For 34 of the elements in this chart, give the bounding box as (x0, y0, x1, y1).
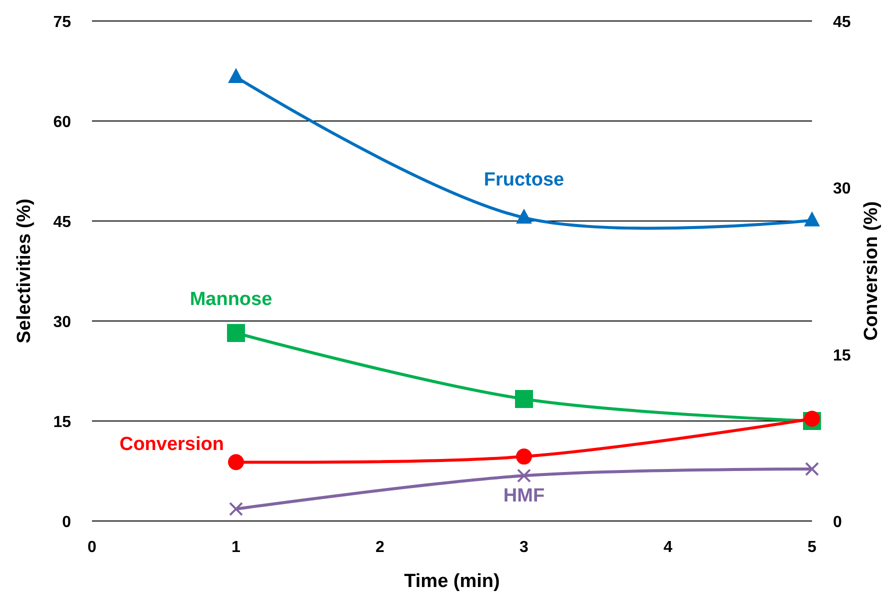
x-tick-label: 5 (808, 539, 817, 556)
x-tick-label: 0 (88, 539, 97, 556)
y2-tick-label: 30 (833, 180, 851, 198)
series-label: Fructose (484, 170, 564, 191)
y-tick-label: 75 (53, 14, 72, 31)
y-tick-label: 30 (53, 314, 72, 331)
point (228, 68, 244, 83)
series-label: HMF (503, 486, 545, 507)
point (805, 462, 819, 476)
y2-axis-title: Conversion (%) (861, 201, 882, 341)
x-tick-label: 4 (664, 539, 673, 556)
series-label: Mannose (190, 289, 272, 310)
y-tick-label: 0 (62, 514, 72, 531)
y-tick-label: 45 (53, 214, 72, 231)
point (227, 324, 245, 342)
y-tick-label: 15 (53, 414, 72, 431)
y2-tick-label: 45 (833, 14, 851, 31)
point (515, 390, 533, 408)
x-axis-title: Time (min) (404, 571, 500, 592)
point (516, 208, 532, 224)
point (804, 211, 820, 226)
point (229, 502, 243, 516)
y-tick-label: 60 (53, 114, 72, 131)
x-tick-label: 1 (232, 539, 241, 556)
x-tick-label: 3 (520, 539, 529, 556)
x-tick-label: 2 (376, 539, 385, 556)
point (228, 454, 244, 470)
y2-tick-label: 0 (833, 514, 842, 531)
point (804, 410, 820, 427)
y2-tick-label: 15 (833, 347, 851, 364)
series-label: Conversion (119, 434, 224, 456)
point (516, 448, 532, 465)
y-axis-title: Selectivities (%) (14, 198, 35, 344)
point (517, 468, 531, 483)
